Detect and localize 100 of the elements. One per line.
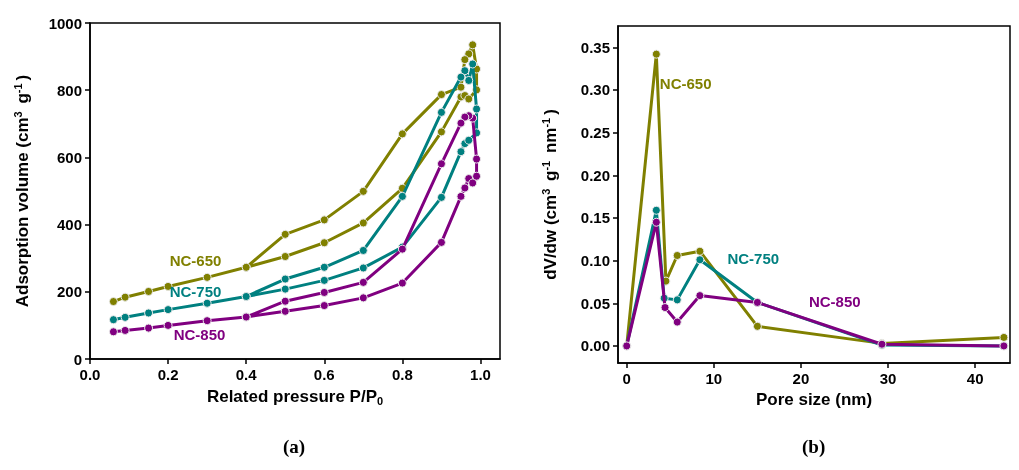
point: [464, 94, 474, 104]
x-tick-label: 1.0: [470, 366, 491, 383]
point: [120, 292, 130, 302]
point: [999, 332, 1009, 342]
text: (a): [283, 436, 306, 458]
point: [358, 218, 368, 228]
y-tick-label: 1000: [48, 14, 82, 32]
point: [120, 325, 130, 335]
y-tick-label: 0.10: [580, 252, 610, 270]
point: [280, 284, 290, 294]
y-tick-label: 0.35: [580, 38, 610, 56]
point: [358, 293, 368, 303]
x-tick-label: 0.4: [235, 366, 258, 383]
point: [108, 315, 118, 325]
y-tick-label: 0.25: [580, 124, 610, 142]
series-label: NC-850: [808, 292, 861, 310]
y-tick-label: 0.20: [580, 166, 610, 184]
x-tick-label: 20: [792, 370, 810, 387]
x-tick-label: 40: [966, 370, 984, 387]
y-tick-label: 400: [56, 216, 82, 234]
series-label: NC-750: [727, 250, 780, 268]
series-label: NC-650: [169, 251, 222, 269]
point: [468, 59, 478, 69]
point: [468, 40, 478, 50]
x-axis-title: Pore size (nm): [755, 390, 873, 409]
point: [144, 308, 154, 318]
y-tick-label: 0.15: [580, 209, 610, 227]
point: [144, 286, 154, 296]
point: [358, 263, 368, 273]
point: [464, 75, 474, 85]
point: [456, 118, 466, 128]
point: [202, 298, 212, 308]
y-tick-label: 0.00: [580, 337, 610, 355]
point: [397, 278, 407, 288]
point: [460, 55, 470, 65]
point: [695, 291, 705, 301]
point: [280, 274, 290, 284]
point: [472, 171, 482, 181]
point: [436, 159, 446, 169]
point: [436, 127, 446, 137]
point: [319, 238, 329, 248]
point: [397, 191, 407, 201]
point: [456, 191, 466, 201]
point: [120, 312, 130, 322]
text: (b): [802, 436, 826, 458]
point: [752, 321, 762, 331]
series-label: NC-750: [169, 283, 222, 300]
point: [319, 262, 329, 272]
point: [651, 217, 661, 227]
x-tick-label: 0.2: [157, 366, 179, 383]
point: [163, 320, 173, 330]
point: [144, 323, 154, 333]
point: [358, 186, 368, 196]
point: [456, 72, 466, 82]
series-label: NC-650: [659, 74, 712, 92]
y-tick-label: 0.30: [580, 81, 610, 99]
point: [672, 317, 682, 327]
point: [456, 82, 466, 92]
point: [202, 316, 212, 326]
y-tick-label: 0.05: [580, 294, 610, 312]
point: [358, 277, 368, 287]
point: [651, 205, 661, 215]
y-axis-title: Adsorption volume (cm3 g-1): [11, 74, 32, 308]
point: [660, 303, 670, 313]
x-tick-label: 0: [622, 370, 631, 387]
x-tick-label: 0.8: [391, 366, 413, 383]
y-tick-label: 600: [56, 148, 82, 166]
point: [397, 129, 407, 139]
point: [468, 178, 478, 188]
y-tick-label: 200: [56, 283, 82, 301]
series-label: NC-850: [173, 325, 226, 343]
point: [456, 147, 466, 157]
point: [672, 251, 682, 260]
point: [672, 295, 682, 305]
x-tick-label: 0.6: [313, 366, 335, 383]
point: [436, 107, 446, 117]
point: [202, 272, 212, 282]
x-tick-label: 10: [705, 370, 723, 387]
point: [651, 49, 661, 59]
point: [472, 154, 482, 164]
point: [319, 215, 329, 225]
point: [163, 305, 173, 315]
point: [108, 297, 118, 307]
y-tick-label: 800: [56, 81, 82, 99]
y-axis-title: dV/dw (cm3 g-1 nm-1): [539, 109, 560, 280]
point: [436, 192, 446, 202]
point: [464, 135, 474, 145]
point: [280, 306, 290, 316]
point: [436, 90, 446, 100]
x-tick-label: 0.0: [79, 366, 101, 383]
point: [460, 183, 470, 193]
point: [280, 296, 290, 306]
point: [319, 275, 329, 285]
point: [280, 229, 290, 239]
point: [108, 327, 118, 337]
point: [280, 252, 290, 262]
point: [695, 246, 705, 256]
point: [319, 287, 329, 297]
point: [358, 245, 368, 255]
point: [319, 301, 329, 311]
